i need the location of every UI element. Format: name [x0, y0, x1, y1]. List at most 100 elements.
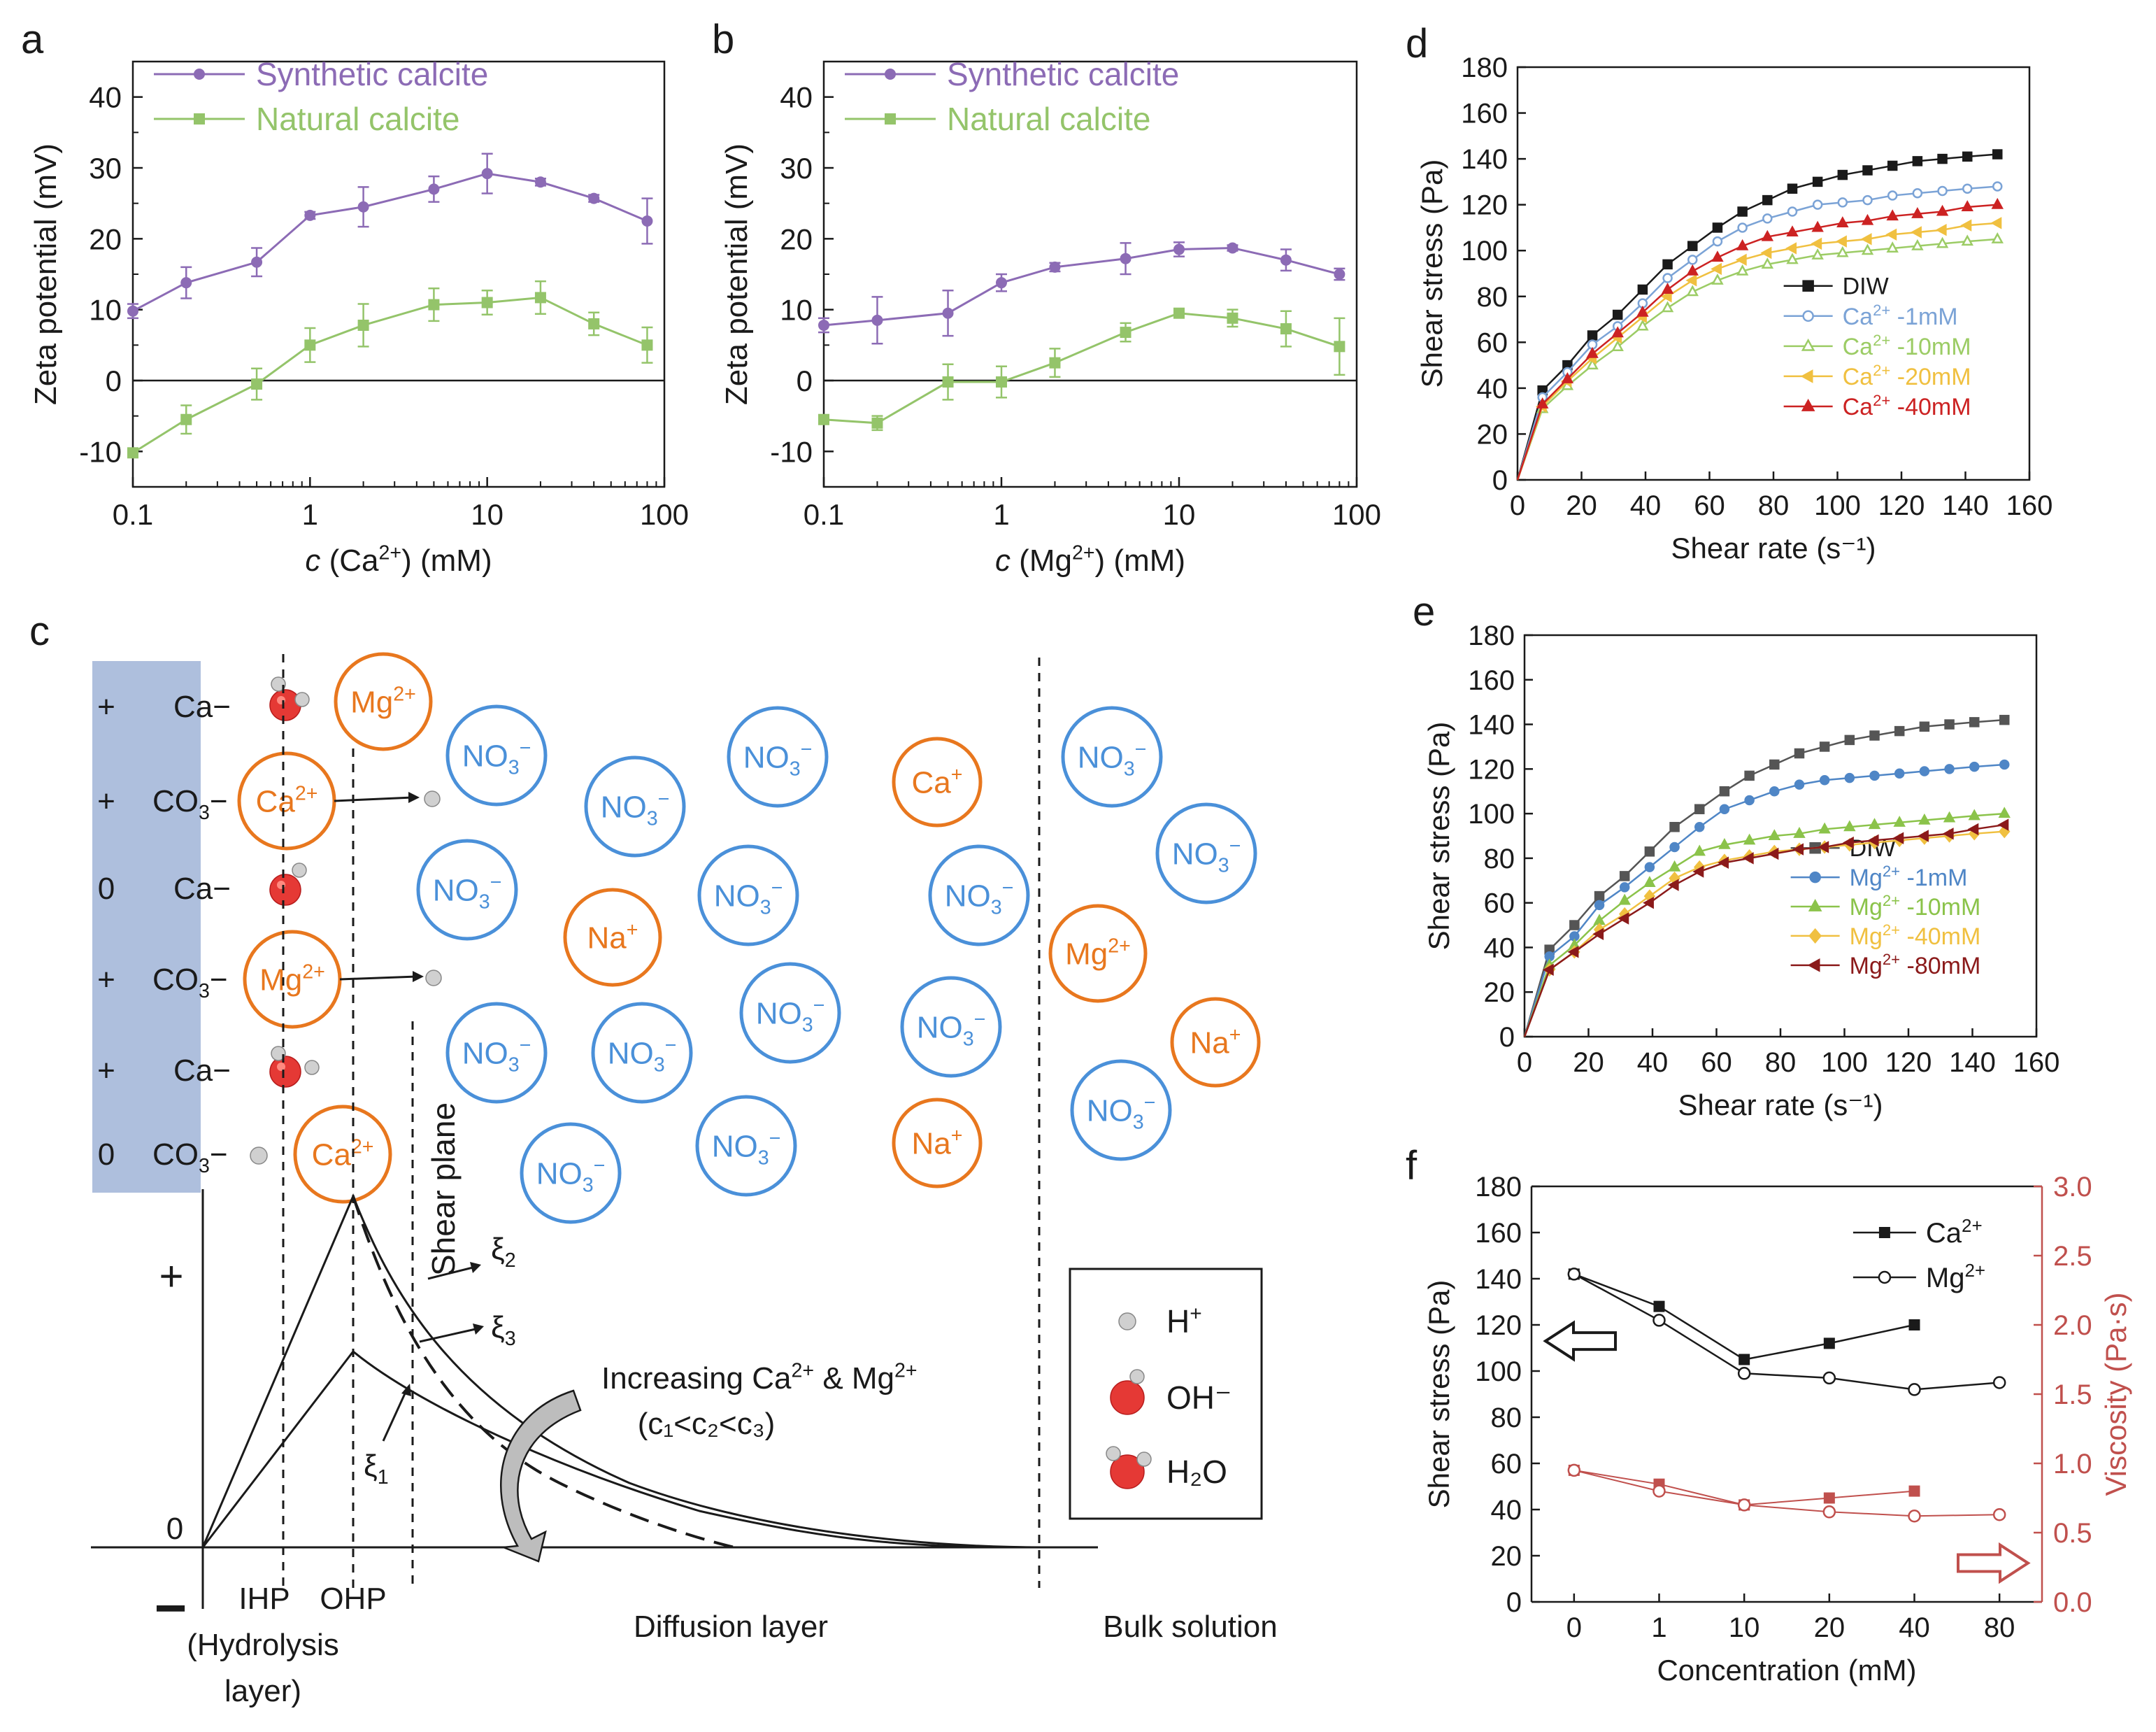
data-point [1992, 149, 2003, 159]
data-point [428, 299, 440, 311]
series-2: Mg2+ -10mM [1523, 807, 2011, 1037]
ohp-label-part: OHP [320, 1582, 386, 1616]
surface-sign: + [97, 963, 115, 997]
data-point [1936, 236, 1949, 248]
data-point [127, 305, 138, 317]
x-tick-label: 80 [1758, 490, 1790, 521]
data-point [1736, 264, 1749, 276]
data-point [818, 413, 829, 425]
arrow-line [419, 1328, 476, 1343]
legend-oh-icon [1110, 1380, 1145, 1415]
y-tick-label-part: 20 [1477, 419, 1508, 450]
y-right-tick-label: 0.5 [2053, 1518, 2092, 1549]
data-point [1999, 714, 2010, 725]
shear-plane-label-part: Shear plane [425, 1102, 462, 1276]
shear-plane-label: Shear plane [425, 1102, 462, 1276]
data-point [1619, 871, 1630, 881]
surface-sign: + [97, 690, 115, 724]
data-point [1908, 1485, 1920, 1497]
surface-sign-part: + [97, 1053, 115, 1088]
xi2-label: ξ2 [491, 1232, 516, 1272]
data-point [1173, 243, 1185, 255]
y-tick-label-part: 40 [1484, 932, 1515, 963]
nitrate-ion-circle [1070, 1059, 1172, 1161]
nitrate-ion-label-part: 3 [508, 1053, 520, 1076]
nitrate-ion-label-part: − [658, 788, 670, 811]
x-tick-label: 100 [1332, 498, 1381, 531]
y-right-tick-label: 1.0 [2053, 1449, 2092, 1479]
nitrate-ion-label-part: NO [917, 1010, 963, 1044]
nitrate-ion-label: NO3− [433, 872, 502, 914]
ca-ion-circle [293, 1105, 392, 1204]
panel-label: a [21, 17, 44, 62]
xi3-label-part: 3 [505, 1328, 516, 1350]
y-right-tick-label-part: 0.0 [2053, 1587, 2092, 1618]
x-axis-label: Concentration (mM) [1657, 1654, 1916, 1687]
surface-sign-part: 0 [98, 872, 115, 906]
y-tick-label: 20 [1491, 1541, 1522, 1572]
x-tick-label: 0 [1517, 1047, 1532, 1078]
minus-sign: − [155, 1577, 187, 1639]
series-line [1573, 1273, 1915, 1361]
y-tick-label: 0 [797, 364, 813, 397]
nitrate-ion-circle [739, 962, 841, 1064]
x-tick-label: 160 [2006, 490, 2053, 521]
x-tick-label-part: 1 [302, 498, 318, 531]
na-ion-label-part: Na [912, 1126, 952, 1160]
data-point [1887, 190, 1898, 201]
diffusion-label: Diffusion layer [634, 1610, 828, 1644]
data-point [1719, 786, 1730, 797]
panel-label: e [1413, 589, 1435, 634]
y-tick-label: 100 [1461, 236, 1508, 267]
data-point [1867, 834, 1879, 847]
nitrate-ion-label: NO3− [536, 1155, 606, 1197]
nitrate-ion-label-part: 3 [1133, 1111, 1144, 1133]
oxygen-highlight [277, 1063, 285, 1071]
y-tick-label-part: 0 [1499, 1022, 1515, 1053]
nitrate-ion-label-part: 3 [479, 890, 490, 913]
nitrate-ion-label-part: NO [945, 879, 991, 913]
legend-label-part: Ca [1843, 334, 1873, 360]
x-tick-label: 100 [1814, 490, 1861, 521]
minus-sign-part: − [155, 1577, 187, 1639]
legend-h-label: H+ [1166, 1302, 1202, 1340]
legend-label-part: -1mM [1900, 865, 1967, 891]
data-point [1822, 1505, 1836, 1519]
nitrate-ion-circle [900, 976, 1002, 1078]
nitrate-ion-label-part: NO [756, 996, 802, 1030]
legend-label-part: Synthetic calcite [256, 56, 488, 92]
legend-label-part: Mg [1850, 923, 1883, 950]
legend-label-part: 2+ [1962, 1215, 1983, 1236]
legend-label-part: -20mM [1890, 364, 1971, 390]
concentration-order-label-part: (c₁<c₂<c₃) [638, 1407, 776, 1441]
nitrate-ion-label: NO3− [601, 788, 670, 830]
bulk-label-part: Bulk solution [1103, 1610, 1277, 1644]
data-point [942, 307, 954, 319]
plus-sign-part: + [159, 1253, 183, 1300]
y-tick-label: -10 [770, 435, 813, 468]
x-tick-label: 60 [1701, 1047, 1732, 1078]
x-tick-label: 60 [1694, 490, 1725, 521]
y-tick-label-part: 80 [1491, 1403, 1522, 1433]
data-point [1919, 721, 1930, 732]
nitrate-ion-circle [695, 1095, 797, 1197]
nitrate-ion-label-part: NO [743, 740, 790, 774]
legend-label-part: -40mM [1900, 923, 1980, 950]
nitrate-ion-label-part: − [520, 1035, 531, 1057]
data-point [1944, 719, 1955, 730]
nitrate-ion-label: NO3− [1172, 835, 1241, 877]
data-point [1991, 197, 2004, 209]
zero-label: 0 [166, 1512, 183, 1546]
ihp-label-part: IHP [238, 1582, 290, 1616]
y-tick-label-part: 30 [89, 152, 122, 185]
y-axis-label: Zeta potential (mV) [720, 143, 754, 405]
data-point [1998, 807, 2011, 818]
y-axis-label: Shear stress (Pa) [1422, 1280, 1455, 1509]
data-point [1593, 914, 1606, 925]
legend-oh-label: OH⁻ [1166, 1379, 1232, 1416]
data-point [1868, 818, 1881, 830]
y-tick-label-part: 20 [1491, 1541, 1522, 1572]
legend-label-part: 2+ [1873, 362, 1890, 379]
legend-box [1069, 1268, 1263, 1520]
data-point [1586, 358, 1599, 370]
